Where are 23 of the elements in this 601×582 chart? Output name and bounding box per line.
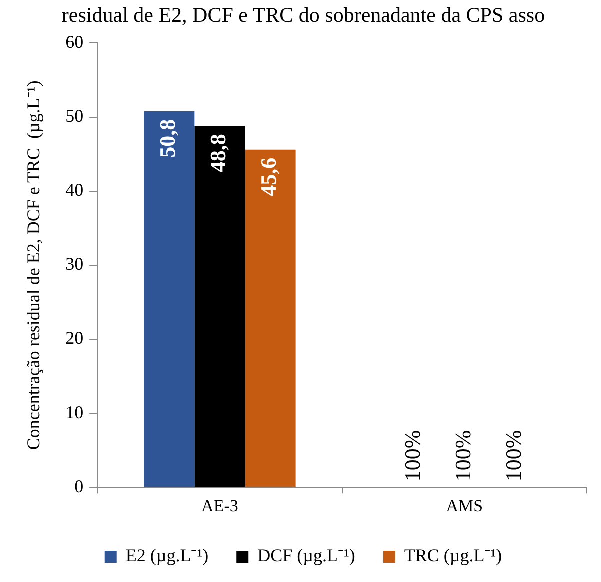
x-tick-label: AE-3 [202, 496, 238, 516]
y-tick-label: 10 [66, 402, 84, 422]
y-tick-label: 40 [66, 180, 84, 200]
y-tick-label: 60 [66, 32, 84, 52]
data-label: 50,8 [155, 119, 180, 158]
y-tick-label: 0 [74, 476, 84, 496]
legend-label: E2 (µg.L⁻¹) [126, 546, 209, 566]
legend-label: DCF (µg.L⁻¹) [258, 546, 356, 566]
y-axis-title: Concentração residual de E2, DCF e TRC (µg.L⁻¹) [24, 80, 44, 450]
annotation: 100% [400, 430, 425, 482]
data-label: 45,6 [256, 158, 282, 196]
annotation: 100% [450, 430, 476, 482]
bar [194, 126, 246, 488]
bar [245, 150, 296, 488]
y-tick-label: 30 [66, 254, 84, 274]
annotation: 100% [501, 430, 526, 482]
y-tick-label: 50 [66, 106, 84, 126]
legend-label: TRC (µg.L⁻¹) [404, 546, 502, 566]
data-label: 48,8 [206, 134, 231, 173]
x-tick-label: AMS [446, 496, 484, 516]
bar [144, 111, 195, 488]
y-tick-label: 20 [66, 328, 84, 348]
chart-title: residual de E2, DCF e TRC do sobrenadante da CPS asso [62, 3, 546, 28]
